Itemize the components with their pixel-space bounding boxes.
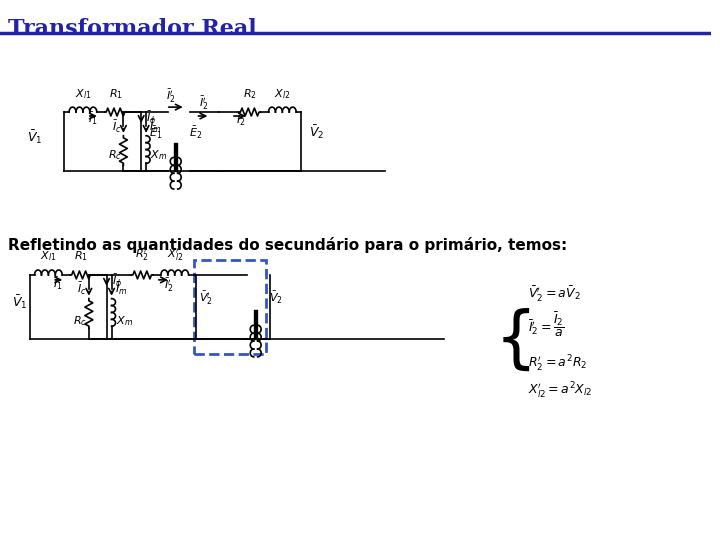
Text: $\bar{V}_1$: $\bar{V}_1$ bbox=[12, 293, 27, 311]
Text: $\bar{I}_2'$: $\bar{I}_2'$ bbox=[164, 276, 174, 294]
Text: $X_{l1}$: $X_{l1}$ bbox=[75, 87, 91, 101]
Text: $\bar{I}_2$: $\bar{I}_2$ bbox=[236, 112, 246, 127]
Text: $\bar{I}_\phi$: $\bar{I}_\phi$ bbox=[146, 109, 156, 128]
Text: $X_m$: $X_m$ bbox=[150, 148, 167, 162]
Text: $\bar{I}_2'$: $\bar{I}_2'$ bbox=[199, 95, 208, 112]
Text: $\bar{I}_1$: $\bar{I}_1$ bbox=[88, 111, 98, 127]
Text: $\bar{V}_2$: $\bar{V}_2$ bbox=[269, 290, 282, 306]
Text: $\bar{I}_m$: $\bar{I}_m$ bbox=[149, 119, 161, 134]
Text: $\bar{E}_1$: $\bar{E}_1$ bbox=[149, 125, 163, 140]
Text: $\bar{V}_1$: $\bar{V}_1$ bbox=[27, 128, 42, 146]
Text: $\bar{V}_2' = a\bar{V}_2$: $\bar{V}_2' = a\bar{V}_2$ bbox=[528, 285, 581, 304]
Text: $R_1$: $R_1$ bbox=[109, 87, 122, 101]
Text: $R_1$: $R_1$ bbox=[74, 249, 88, 263]
Text: {: { bbox=[495, 308, 538, 374]
Text: $\bar{I}_2' = \dfrac{\bar{I}_2}{a}$: $\bar{I}_2' = \dfrac{\bar{I}_2}{a}$ bbox=[528, 310, 565, 339]
Text: $X_{l2}'$: $X_{l2}'$ bbox=[166, 247, 183, 263]
Text: Transformador Real: Transformador Real bbox=[8, 18, 256, 40]
Text: $R_c$: $R_c$ bbox=[107, 148, 122, 162]
Text: $\bar{I}_2'$: $\bar{I}_2'$ bbox=[166, 88, 176, 105]
Text: $R_c$: $R_c$ bbox=[73, 314, 87, 328]
Text: $\bar{I}_1$: $\bar{I}_1$ bbox=[53, 275, 63, 292]
Text: $\bar{I}_c$: $\bar{I}_c$ bbox=[77, 281, 87, 298]
Text: $X_m$: $X_m$ bbox=[115, 314, 132, 328]
Text: $\bar{V}_2$: $\bar{V}_2$ bbox=[309, 123, 324, 141]
Text: $\bar{I}_m$: $\bar{I}_m$ bbox=[114, 281, 127, 298]
Text: $X_{l1}$: $X_{l1}$ bbox=[40, 249, 57, 263]
Text: $X_{l2}$: $X_{l2}$ bbox=[274, 87, 291, 101]
Text: $\bar{I}_\phi$: $\bar{I}_\phi$ bbox=[112, 272, 122, 291]
Text: $\bar{V}_2'$: $\bar{V}_2'$ bbox=[199, 290, 213, 307]
Text: $X_{l2}' = a^2 X_{l2}$: $X_{l2}' = a^2 X_{l2}$ bbox=[528, 381, 593, 401]
Text: $R_2' = a^2 R_2$: $R_2' = a^2 R_2$ bbox=[528, 354, 588, 374]
Text: Refletindo as quantidades do secundário para o primário, temos:: Refletindo as quantidades do secundário … bbox=[8, 238, 567, 253]
Text: $R_2$: $R_2$ bbox=[243, 87, 257, 101]
Text: $\bar{I}_c$: $\bar{I}_c$ bbox=[112, 119, 122, 134]
Text: $R_2'$: $R_2'$ bbox=[135, 247, 149, 263]
Text: $\bar{E}_2$: $\bar{E}_2$ bbox=[189, 125, 202, 140]
